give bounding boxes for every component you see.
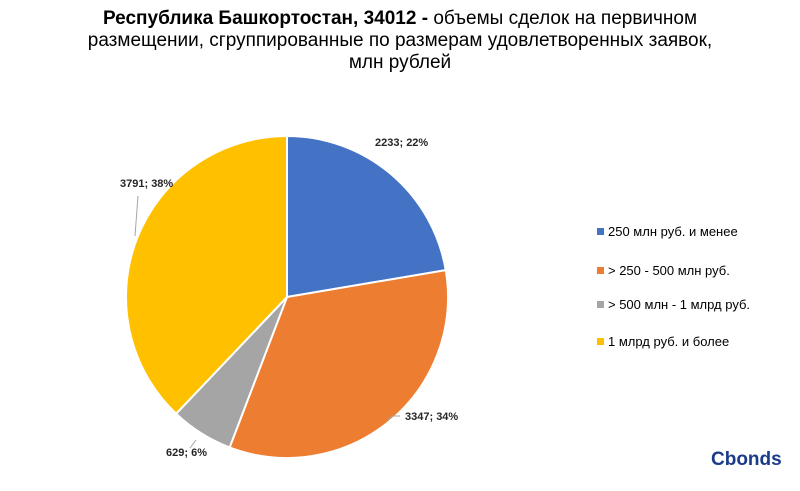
legend-swatch-2: [597, 267, 604, 274]
legend-swatch-3: [597, 301, 604, 308]
pie-slice-4: [125, 134, 288, 416]
legend-label-4: 1 млрд руб. и более: [608, 334, 730, 349]
pie-slice-2: [228, 268, 449, 459]
legend-item-1: 250 млн руб. и менее: [597, 224, 738, 239]
legend-label-1: 250 млн руб. и менее: [608, 224, 738, 239]
legend-label-3: > 500 млн - 1 млрд руб.: [608, 297, 751, 312]
legend-item-4: 1 млрд руб. и более: [597, 334, 729, 349]
leader-line-3: [189, 439, 197, 449]
chart-title-line3: млн рублей: [348, 52, 452, 73]
data-label-4: 3791; 38%: [120, 178, 173, 190]
cbonds-logo: Cbonds: [711, 449, 782, 470]
leader-line-4: [134, 195, 139, 237]
leader-line-2: [387, 415, 400, 421]
chart-title-line2: размещении, сгруппированные по размерам …: [87, 30, 713, 51]
legend-label-2: > 250 - 500 млн руб.: [608, 263, 730, 278]
pie-slice-1: [286, 134, 447, 299]
legend-swatch-1: [597, 228, 604, 235]
chart-title: Республика Башкортостан, 34012 - объемы …: [0, 8, 800, 74]
legend-item-2: > 250 - 500 млн руб.: [597, 263, 730, 278]
chart-title-line1: объемы сделок на первичном: [428, 8, 698, 29]
data-label-3: 629; 6%: [166, 447, 207, 459]
data-label-2: 3347; 34%: [405, 411, 458, 423]
chart-title-bold: Республика Башкортостан, 34012 -: [102, 8, 429, 29]
legend-swatch-4: [597, 338, 604, 345]
data-label-1: 2233; 22%: [375, 137, 428, 149]
legend-item-3: > 500 млн - 1 млрд руб.: [597, 297, 750, 312]
